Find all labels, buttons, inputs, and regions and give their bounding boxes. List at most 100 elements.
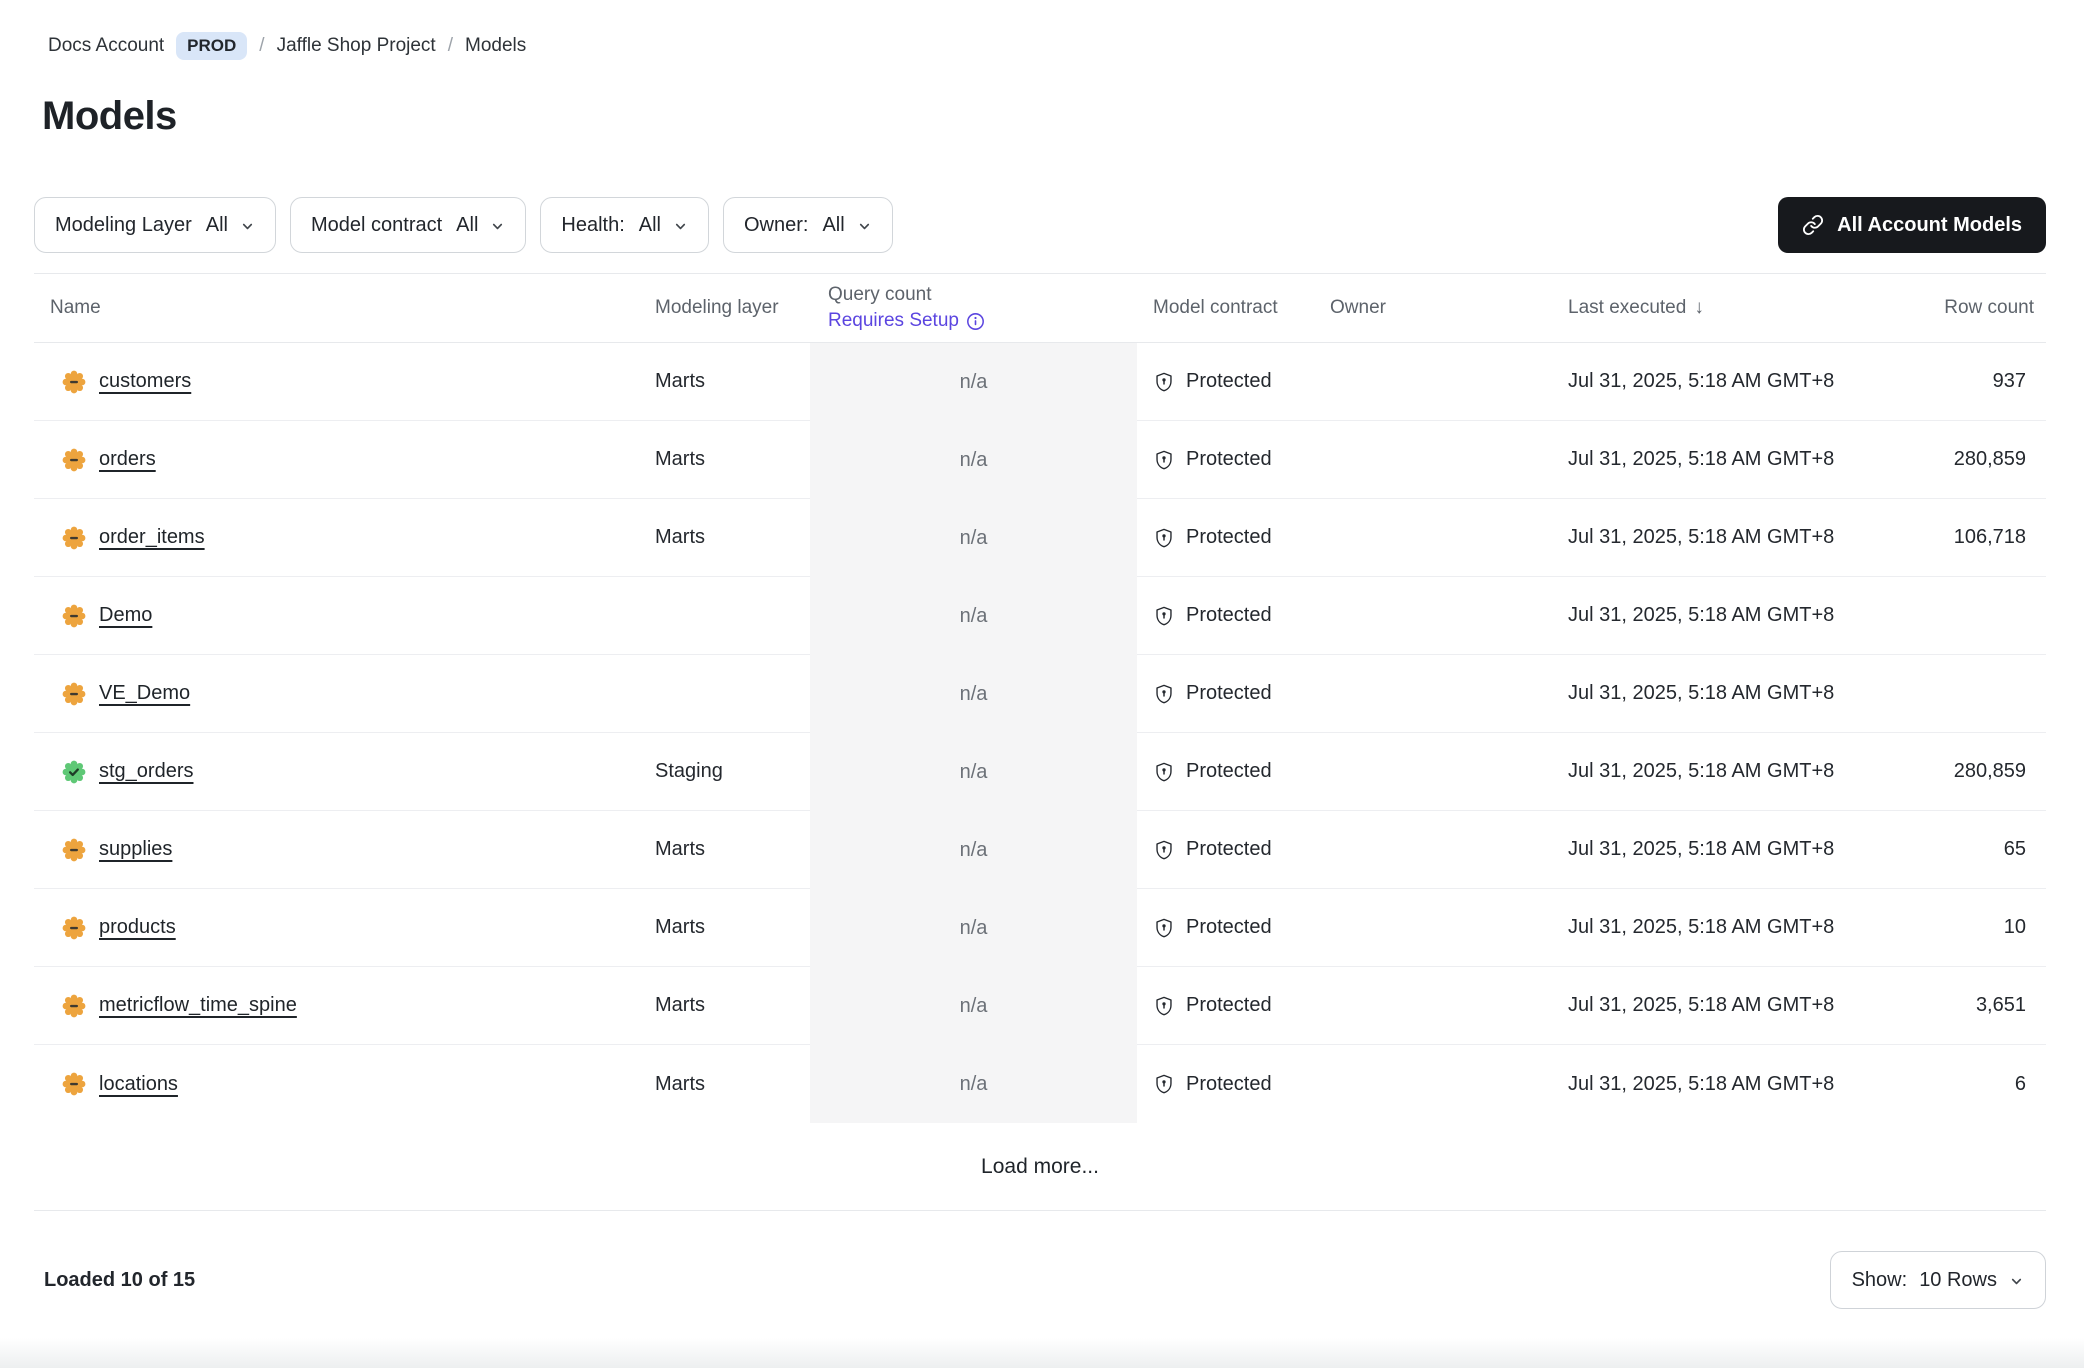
model-name-link[interactable]: stg_orders bbox=[99, 760, 194, 783]
model-name-link[interactable]: customers bbox=[99, 370, 192, 393]
last-executed-cell: Jul 31, 2025, 5:18 AM GMT+8 bbox=[1560, 499, 1850, 578]
requires-setup-link[interactable]: Requires Setup bbox=[828, 309, 1137, 334]
query-count-cell: n/a bbox=[810, 499, 1137, 578]
query-count-label: Query count bbox=[828, 284, 932, 305]
shield-lock-icon bbox=[1153, 1073, 1175, 1095]
modeling-layer-value: Marts bbox=[655, 916, 705, 939]
query-count-cell: n/a bbox=[810, 655, 1137, 734]
environment-badge: PROD bbox=[176, 32, 248, 60]
last-executed-value: Jul 31, 2025, 5:18 AM GMT+8 bbox=[1568, 916, 1835, 939]
filter-health[interactable]: Health: All bbox=[540, 197, 709, 253]
shield-lock-icon bbox=[1153, 683, 1175, 705]
model-contract-value: Protected bbox=[1186, 916, 1272, 939]
modeling-layer-cell: Marts bbox=[655, 1045, 810, 1123]
filter-modeling-layer[interactable]: Modeling Layer All bbox=[34, 197, 276, 253]
show-value: 10 Rows bbox=[1919, 1268, 1997, 1291]
model-contract-cell: Protected bbox=[1137, 967, 1330, 1046]
last-executed-cell: Jul 31, 2025, 5:18 AM GMT+8 bbox=[1560, 967, 1850, 1046]
filter-owner[interactable]: Owner: All bbox=[723, 197, 893, 253]
modeling-layer-cell: Marts bbox=[655, 499, 810, 578]
table-row: orders Marts n/a Protected Jul 31, 2025,… bbox=[34, 421, 2046, 500]
model-name-link[interactable]: locations bbox=[99, 1072, 178, 1095]
owner-cell bbox=[1330, 499, 1560, 578]
shield-lock-icon bbox=[1153, 839, 1175, 861]
query-count-value: n/a bbox=[959, 1072, 988, 1095]
model-name-cell: products bbox=[34, 889, 655, 968]
model-name-cell: order_items bbox=[34, 499, 655, 578]
row-count-cell: 937 bbox=[1850, 343, 2046, 422]
last-executed-value: Jul 31, 2025, 5:18 AM GMT+8 bbox=[1568, 370, 1835, 393]
model-name-link[interactable]: supplies bbox=[99, 838, 173, 861]
breadcrumb-project[interactable]: Jaffle Shop Project bbox=[276, 35, 436, 56]
query-count-value: n/a bbox=[959, 916, 988, 939]
last-executed-cell: Jul 31, 2025, 5:18 AM GMT+8 bbox=[1560, 421, 1850, 500]
query-count-cell: n/a bbox=[810, 343, 1137, 422]
sort-descending-icon: ↓ bbox=[1694, 297, 1704, 319]
model-name-cell: supplies bbox=[34, 811, 655, 890]
filter-bar: Modeling Layer All Model contract All He… bbox=[34, 197, 2046, 253]
table-row: Demo n/a Protected Jul 31, 2025, 5:18 AM… bbox=[34, 577, 2046, 656]
owner-cell bbox=[1330, 421, 1560, 500]
filter-value: All bbox=[456, 213, 479, 236]
table-row: locations Marts n/a Protected Jul 31, 20… bbox=[34, 1045, 2046, 1124]
last-executed-cell: Jul 31, 2025, 5:18 AM GMT+8 bbox=[1560, 577, 1850, 656]
row-count-cell bbox=[1850, 655, 2046, 734]
row-count-value: 280,859 bbox=[1953, 760, 2026, 783]
row-count-value: 937 bbox=[1992, 370, 2026, 393]
model-health-icon bbox=[62, 838, 86, 862]
row-count-value: 3,651 bbox=[1975, 994, 2026, 1017]
shield-lock-icon bbox=[1153, 995, 1175, 1017]
model-name-cell: stg_orders bbox=[34, 733, 655, 812]
owner-cell bbox=[1330, 811, 1560, 890]
row-count-cell: 65 bbox=[1850, 811, 2046, 890]
row-count-cell: 3,651 bbox=[1850, 967, 2046, 1046]
show-rows-dropdown[interactable]: Show: 10 Rows bbox=[1829, 1251, 2046, 1310]
model-contract-cell: Protected bbox=[1137, 577, 1330, 656]
model-health-icon bbox=[62, 682, 86, 706]
table-row: VE_Demo n/a Protected Jul 31, 2025, 5:18… bbox=[34, 655, 2046, 734]
model-name-link[interactable]: Demo bbox=[99, 604, 153, 627]
breadcrumb: Docs Account PROD / Jaffle Shop Project … bbox=[48, 32, 2046, 60]
column-header-name: Name bbox=[50, 297, 101, 319]
model-contract-cell: Protected bbox=[1137, 421, 1330, 500]
table-body: customers Marts n/a Protected Jul 31, 20… bbox=[34, 343, 2046, 1124]
load-more-button[interactable]: Load more... bbox=[981, 1154, 1099, 1178]
link-icon bbox=[1802, 214, 1824, 236]
row-count-value: 106,718 bbox=[1953, 526, 2026, 549]
modeling-layer-cell: Staging bbox=[655, 733, 810, 812]
model-name-link[interactable]: orders bbox=[99, 448, 156, 471]
owner-cell bbox=[1330, 577, 1560, 656]
breadcrumb-account[interactable]: Docs Account bbox=[48, 35, 165, 56]
model-name-cell: locations bbox=[34, 1045, 655, 1123]
model-contract-value: Protected bbox=[1186, 1072, 1272, 1095]
last-executed-cell: Jul 31, 2025, 5:18 AM GMT+8 bbox=[1560, 343, 1850, 422]
query-count-cell: n/a bbox=[810, 889, 1137, 968]
model-name-link[interactable]: metricflow_time_spine bbox=[99, 994, 297, 1017]
shield-lock-icon bbox=[1153, 605, 1175, 627]
model-name-link[interactable]: order_items bbox=[99, 526, 205, 549]
row-count-cell: 280,859 bbox=[1850, 421, 2046, 500]
model-name-link[interactable]: VE_Demo bbox=[99, 682, 191, 705]
row-count-cell: 106,718 bbox=[1850, 499, 2046, 578]
last-executed-value: Jul 31, 2025, 5:18 AM GMT+8 bbox=[1568, 526, 1835, 549]
all-account-models-button[interactable]: All Account Models bbox=[1778, 197, 2046, 253]
row-count-cell: 6 bbox=[1850, 1045, 2046, 1123]
filter-label: Model contract bbox=[310, 213, 443, 236]
last-executed-value: Jul 31, 2025, 5:18 AM GMT+8 bbox=[1568, 760, 1835, 783]
table-row: order_items Marts n/a Protected Jul 31, … bbox=[34, 499, 2046, 578]
model-contract-cell: Protected bbox=[1137, 655, 1330, 734]
breadcrumb-separator: / bbox=[259, 35, 265, 56]
model-name-link[interactable]: products bbox=[99, 916, 176, 939]
model-contract-cell: Protected bbox=[1137, 733, 1330, 812]
filter-model-contract[interactable]: Model contract All bbox=[289, 197, 527, 253]
info-icon[interactable] bbox=[966, 312, 985, 331]
last-executed-cell: Jul 31, 2025, 5:18 AM GMT+8 bbox=[1560, 811, 1850, 890]
owner-cell bbox=[1330, 1045, 1560, 1123]
model-health-icon bbox=[62, 1072, 86, 1096]
query-count-cell: n/a bbox=[810, 967, 1137, 1046]
model-health-icon bbox=[62, 916, 86, 940]
query-count-value: n/a bbox=[959, 994, 988, 1017]
model-health-icon bbox=[62, 760, 86, 784]
model-name-cell: VE_Demo bbox=[34, 655, 655, 734]
column-header-last-executed[interactable]: Last executed ↓ bbox=[1568, 297, 1704, 319]
